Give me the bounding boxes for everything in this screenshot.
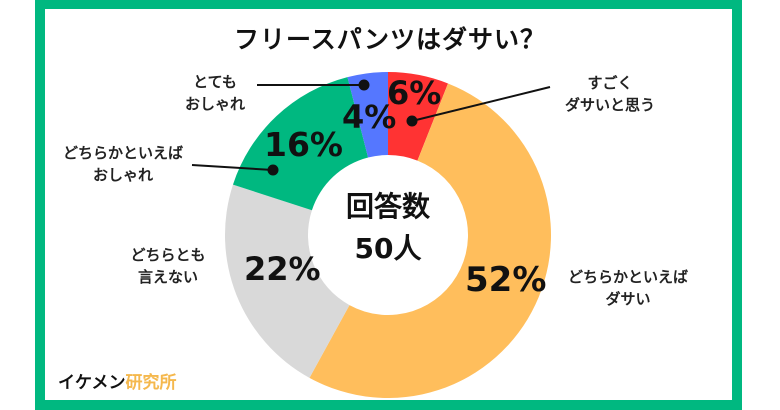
leader-line-sugoku-dasai bbox=[411, 86, 551, 122]
label-dochiraka-oshare: どちらかといえば おしゃれ bbox=[62, 144, 183, 184]
brand-name-part1: イケメン bbox=[58, 373, 126, 393]
center-count: 50人 bbox=[354, 232, 422, 265]
chart-title: フリースパンツはダサい？ bbox=[233, 25, 546, 54]
slice-sugoku-dasai bbox=[388, 72, 449, 161]
label-dochiratomo: どちらとも 言えない bbox=[130, 246, 206, 286]
leader-line-dochiraka-oshare bbox=[191, 164, 274, 171]
pct-dochiraka-oshare: 16% bbox=[264, 125, 343, 164]
label-sugoku-dasai: すごく ダサいと思う bbox=[564, 74, 655, 114]
pct-dochiratomo: 22% bbox=[244, 250, 321, 288]
pct-sugoku-dasai: 6% bbox=[387, 74, 442, 112]
center-title: 回答数 bbox=[345, 190, 430, 223]
center-label: 回答数 50人 bbox=[318, 186, 458, 270]
leader-dot-sugoku-dasai bbox=[406, 115, 418, 127]
label-dochiraka-dasai: どちらかといえば ダサい bbox=[567, 268, 688, 308]
leader-dot-dochiraka-oshare bbox=[267, 164, 279, 176]
pct-totemo-oshare: 4% bbox=[342, 98, 397, 136]
pct-dochiraka-dasai: 52% bbox=[465, 260, 547, 300]
label-totemo-oshare: とても おしゃれ bbox=[184, 73, 245, 113]
leader-dot-totemo-oshare bbox=[358, 79, 370, 91]
brand-logo: イケメン研究所 bbox=[58, 368, 177, 393]
slice-totemo-oshare bbox=[347, 72, 388, 158]
donut-slices bbox=[224, 72, 552, 399]
slice-dochiraka-dasai bbox=[309, 83, 552, 399]
brand-name-part2: 研究所 bbox=[125, 373, 177, 393]
slice-dochiraka-oshare bbox=[232, 77, 369, 211]
slice-dochiratomo bbox=[224, 184, 350, 378]
